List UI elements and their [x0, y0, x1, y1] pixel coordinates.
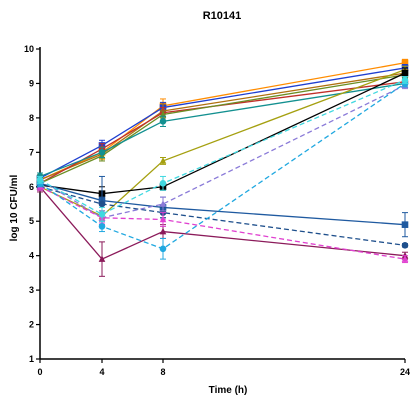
series-line — [39, 67, 406, 179]
chart-title: R10141 — [203, 10, 242, 22]
data-point — [401, 59, 409, 67]
series-line — [39, 186, 406, 246]
y-tick-label: 9 — [29, 78, 34, 88]
series — [36, 175, 409, 238]
series — [36, 64, 409, 184]
series — [36, 76, 409, 222]
series-line — [39, 79, 406, 216]
series — [36, 182, 409, 264]
series-line — [39, 84, 406, 219]
x-axis-label: Time (h) — [209, 385, 248, 396]
series — [36, 69, 409, 184]
x-tick-label: 8 — [160, 367, 165, 377]
y-tick-label: 5 — [29, 216, 34, 226]
series-line — [39, 186, 406, 260]
series-line — [39, 82, 406, 250]
data-point — [98, 200, 106, 208]
data-point — [159, 215, 167, 223]
data-point — [159, 200, 167, 207]
data-point — [159, 157, 167, 164]
x-tick-label: 24 — [400, 367, 410, 377]
series-line — [39, 72, 406, 195]
data-point — [98, 211, 106, 218]
series-line — [39, 69, 406, 217]
y-tick-label: 6 — [29, 182, 34, 192]
series-line — [39, 62, 406, 181]
series — [36, 77, 409, 188]
data-point — [98, 223, 106, 230]
series-layer — [36, 58, 409, 277]
series-line — [39, 72, 406, 181]
data-point — [159, 118, 167, 125]
axes: 1 2 3 4 5 6 7 8 9 10 0 4 8 24 — [24, 44, 410, 377]
y-tick-label: 4 — [29, 251, 34, 261]
y-tick-label: 7 — [29, 147, 34, 157]
series-line — [39, 74, 406, 184]
y-axis-label: log 10 CFU/ml — [9, 174, 20, 241]
data-point — [401, 242, 409, 249]
y-tick-label: 10 — [24, 44, 34, 54]
data-point — [98, 255, 106, 262]
y-tick-label: 1 — [29, 354, 34, 364]
data-point — [401, 221, 409, 228]
x-tick-label: 4 — [99, 367, 104, 377]
data-point — [36, 176, 44, 184]
data-point — [159, 180, 167, 187]
y-tick-label: 3 — [29, 285, 34, 295]
series — [36, 79, 409, 260]
data-point — [401, 255, 409, 262]
y-tick-label: 8 — [29, 113, 34, 123]
series — [36, 181, 409, 277]
data-point — [159, 110, 167, 118]
series-line — [39, 186, 406, 260]
series-line — [39, 182, 406, 226]
series — [36, 182, 409, 249]
data-point — [401, 69, 409, 77]
x-tick-label: 0 — [37, 367, 42, 377]
series — [36, 58, 409, 186]
y-tick-label: 2 — [29, 320, 34, 330]
data-point — [159, 245, 167, 253]
data-point — [159, 227, 167, 235]
data-point — [401, 76, 409, 84]
data-point — [98, 149, 106, 156]
series-line — [39, 82, 406, 178]
series-line — [39, 81, 406, 184]
